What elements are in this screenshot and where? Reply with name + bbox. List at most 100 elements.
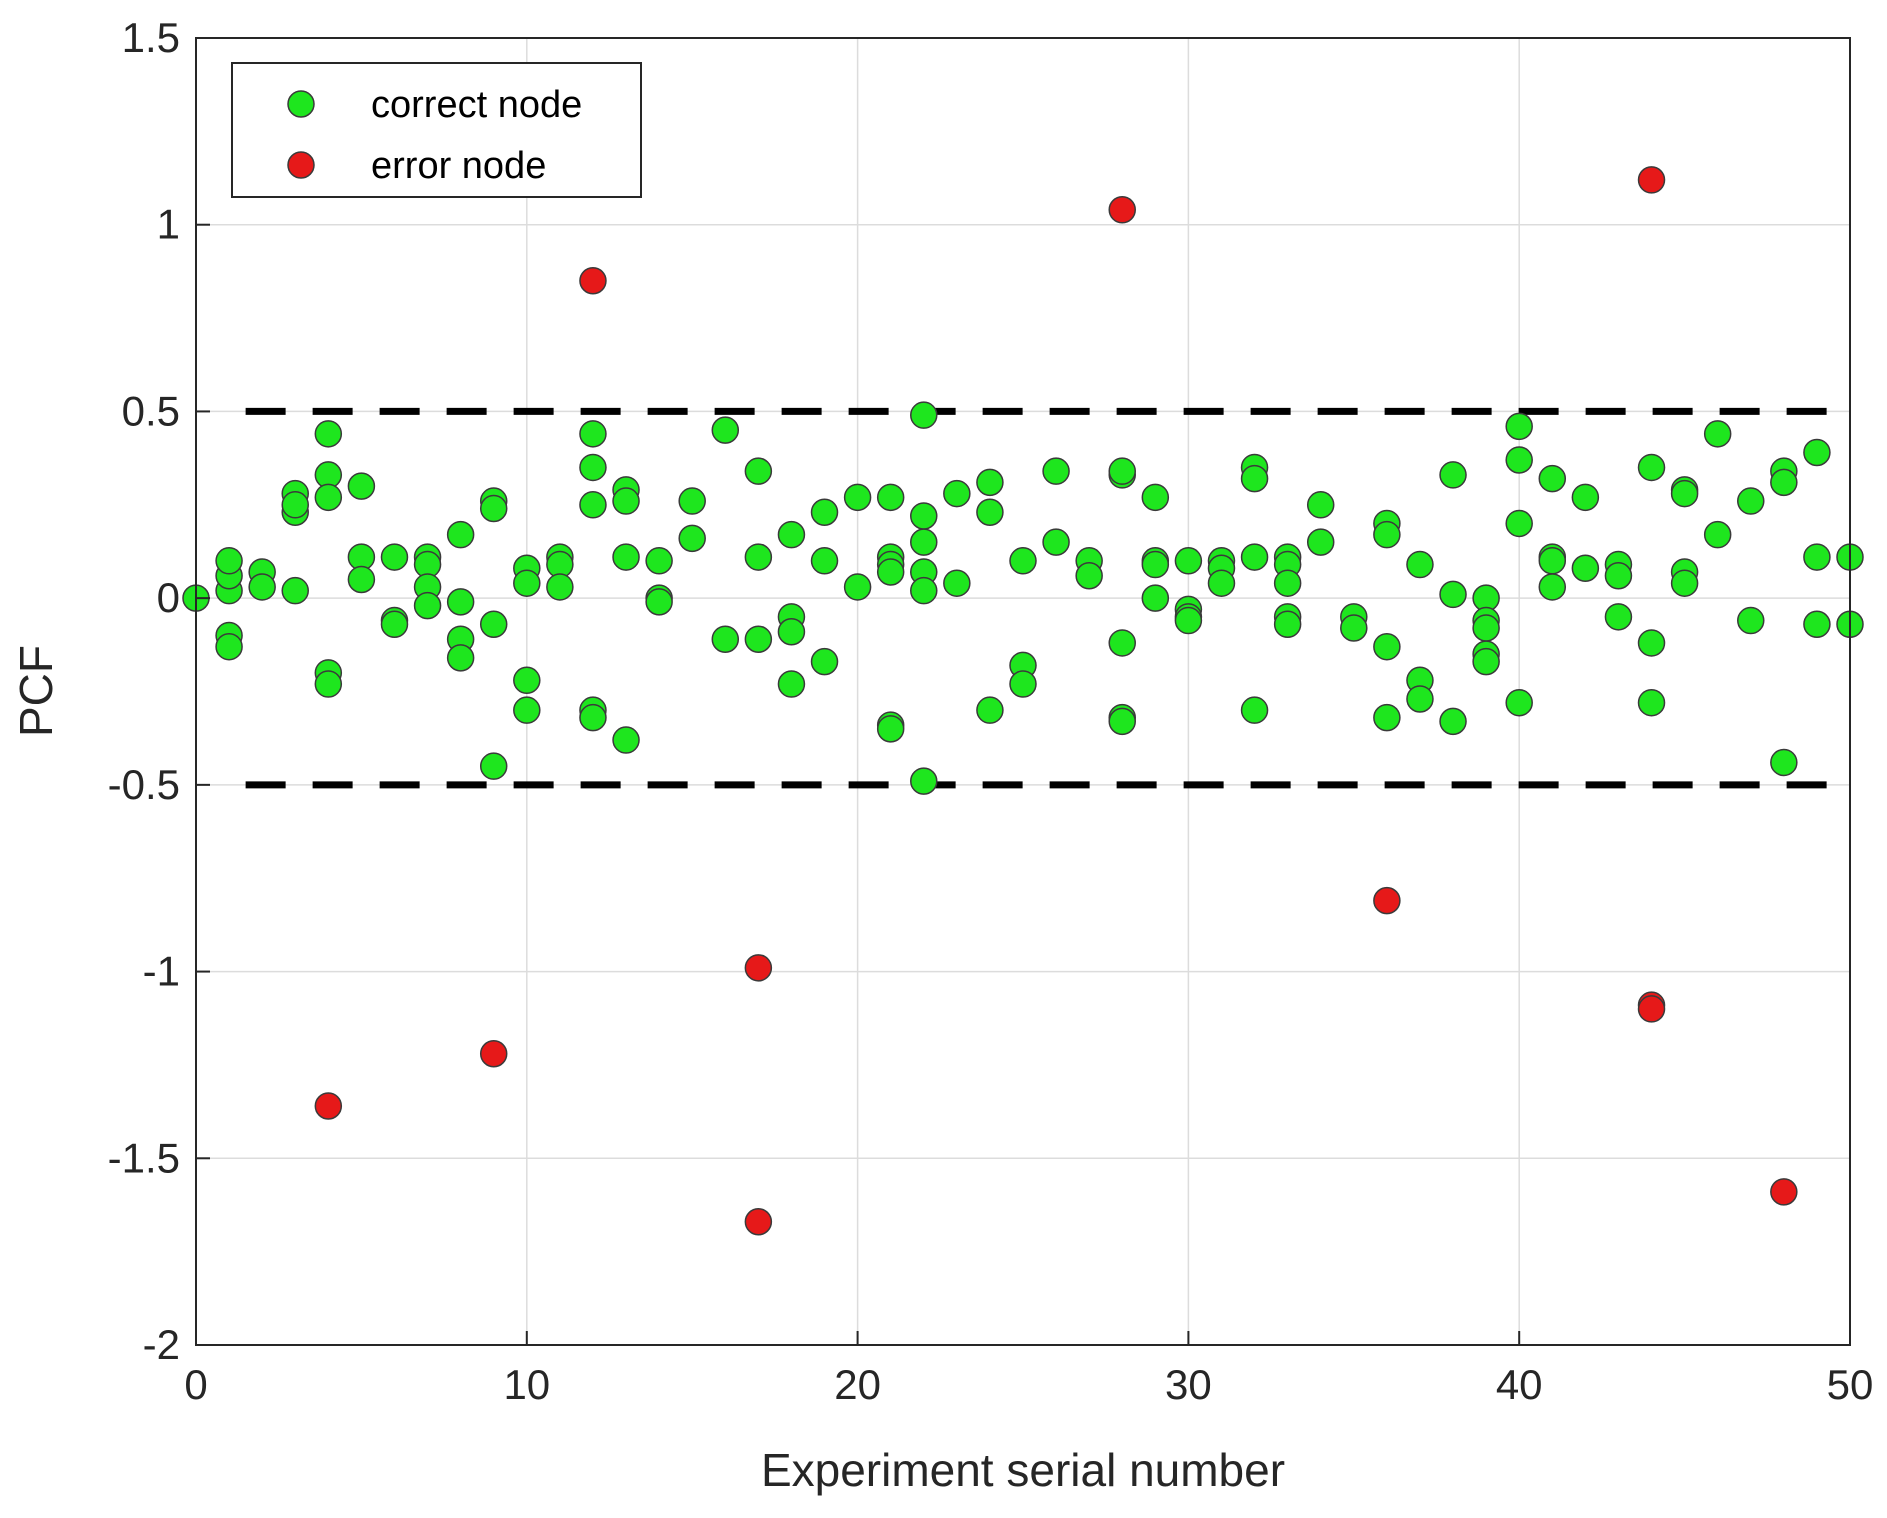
correct-node-point: [446, 588, 475, 616]
correct-node-point: [479, 752, 508, 780]
correct-node-point: [1604, 603, 1633, 631]
correct-node-point: [1637, 688, 1666, 717]
y-tick-label: 0.5: [122, 387, 180, 434]
error-node-point: [1637, 995, 1666, 1023]
correct-node-point: [678, 524, 706, 553]
correct-node-point: [1538, 573, 1567, 601]
correct-node-point: [1373, 703, 1401, 732]
correct-node-point: [1505, 688, 1533, 717]
correct-node-point: [843, 483, 872, 512]
correct-node-point: [1505, 446, 1533, 474]
correct-node-point: [645, 547, 673, 575]
correct-node-point: [810, 498, 839, 527]
correct-node-point: [1174, 606, 1203, 635]
correct-node-point: [1637, 629, 1666, 657]
correct-node-point: [1141, 550, 1170, 579]
correct-node-point: [380, 543, 409, 571]
y-tick-label: -1.5: [108, 1134, 180, 1181]
correct-node-point: [347, 565, 376, 594]
correct-node-point: [1240, 464, 1269, 493]
x-axis-title: Experiment serial number: [761, 1444, 1285, 1496]
correct-node-point: [546, 573, 574, 601]
x-tick-label: 40: [1496, 1361, 1543, 1408]
correct-node-point: [1670, 569, 1699, 597]
correct-node-point: [248, 573, 276, 601]
x-tick-label: 20: [834, 1361, 881, 1408]
correct-node-point: [314, 420, 343, 448]
correct-node-point: [479, 494, 508, 523]
legend-correct-node-label: correct node: [371, 84, 582, 126]
correct-node-point: [1637, 453, 1666, 482]
correct-node-point: [744, 625, 773, 653]
correct-node-point: [943, 479, 971, 508]
correct-node-point: [612, 487, 640, 515]
correct-node-point: [744, 543, 773, 571]
error-node-point: [579, 266, 607, 295]
correct-node-point: [1306, 528, 1335, 556]
error-node-point: [744, 954, 773, 982]
correct-node-point: [711, 625, 740, 653]
correct-node-point: [281, 576, 309, 605]
correct-node-point: [1770, 468, 1798, 497]
correct-node-point: [1670, 479, 1699, 508]
correct-node-point: [678, 487, 706, 515]
legend-correct-node-marker: [287, 90, 315, 118]
correct-node-point: [314, 670, 343, 698]
correct-node-point: [1505, 509, 1533, 538]
correct-node-point: [1538, 464, 1567, 493]
correct-node-point: [1406, 685, 1434, 713]
correct-node-point: [446, 644, 475, 672]
correct-node-point: [1108, 457, 1136, 485]
correct-node-point: [579, 703, 607, 732]
y-tick-label: 1: [157, 201, 180, 248]
correct-node-point: [1505, 412, 1533, 441]
correct-node-point: [777, 520, 806, 549]
correct-node-point: [1340, 614, 1368, 642]
correct-node-point: [976, 696, 1004, 724]
data-points: [182, 166, 1864, 1236]
correct-node-point: [876, 715, 905, 743]
correct-node-point: [976, 498, 1004, 527]
correct-node-point: [1737, 487, 1765, 515]
correct-node-point: [1703, 520, 1732, 549]
correct-node-point: [943, 569, 971, 597]
correct-node-point: [1472, 647, 1500, 676]
correct-node-point: [347, 472, 376, 500]
x-axis-ticks: 0 10 20 30 40 50: [184, 1331, 1873, 1408]
correct-node-point: [744, 457, 773, 485]
correct-node-point: [711, 416, 740, 444]
correct-node-point: [612, 543, 640, 571]
correct-node-point: [1406, 550, 1434, 579]
y-tick-label: -0.5: [108, 761, 180, 808]
correct-node-point: [1803, 438, 1831, 467]
correct-node-point: [314, 483, 343, 512]
y-tick-label: 1.5: [122, 14, 180, 61]
legend-error-node-label: error node: [371, 145, 546, 187]
correct-node-point: [1472, 614, 1500, 642]
correct-node-point: [1108, 629, 1136, 657]
correct-node-point: [810, 547, 839, 575]
plot-frame: [195, 37, 1851, 1346]
correct-node-point: [1737, 606, 1765, 635]
correct-node-point: [579, 420, 607, 448]
correct-node-point: [281, 491, 309, 519]
correct-node-point: [1604, 561, 1633, 590]
correct-node-point: [1439, 707, 1467, 736]
correct-node-point: [1009, 547, 1037, 575]
correct-node-point: [1240, 543, 1269, 571]
correct-node-point: [1273, 610, 1302, 639]
error-node-point: [744, 1208, 773, 1236]
correct-node-point: [215, 547, 243, 575]
error-node-point: [1108, 196, 1136, 224]
correct-node-point: [1803, 610, 1831, 639]
correct-node-point: [876, 483, 905, 512]
correct-node-point: [1207, 569, 1236, 597]
correct-node-point: [1042, 457, 1070, 485]
correct-node-point: [1571, 483, 1600, 512]
correct-node-point: [910, 502, 938, 530]
correct-node-point: [1703, 420, 1732, 448]
error-node-point: [1770, 1178, 1798, 1206]
correct-node-point: [1373, 520, 1401, 549]
y-axis-ticks: 1.5 1 0.5 0 -0.5 -1 -1.5 -2: [108, 14, 210, 1368]
correct-node-point: [513, 569, 541, 597]
